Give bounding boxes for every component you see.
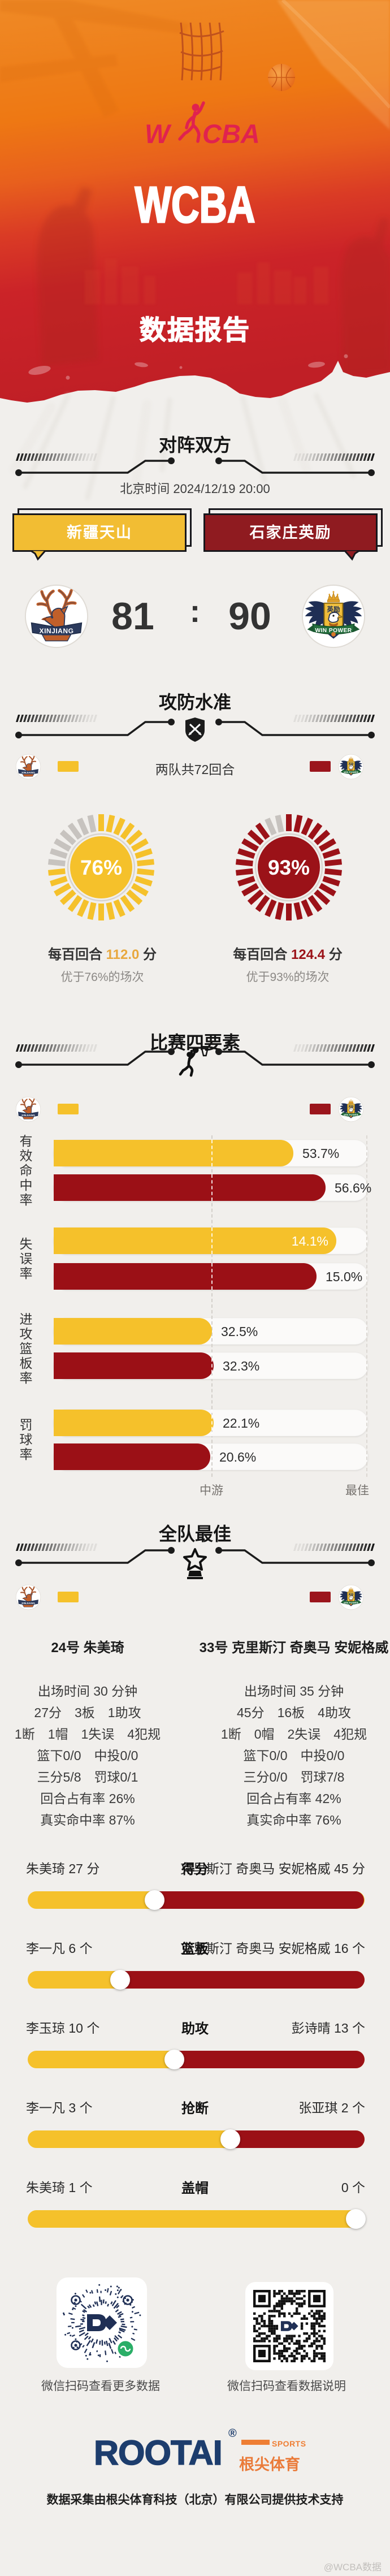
- svg-text:76%: 76%: [80, 856, 122, 879]
- svg-text:93%: 93%: [268, 856, 310, 879]
- svg-text:CBA: CBA: [202, 119, 260, 149]
- svg-text:W: W: [145, 119, 172, 149]
